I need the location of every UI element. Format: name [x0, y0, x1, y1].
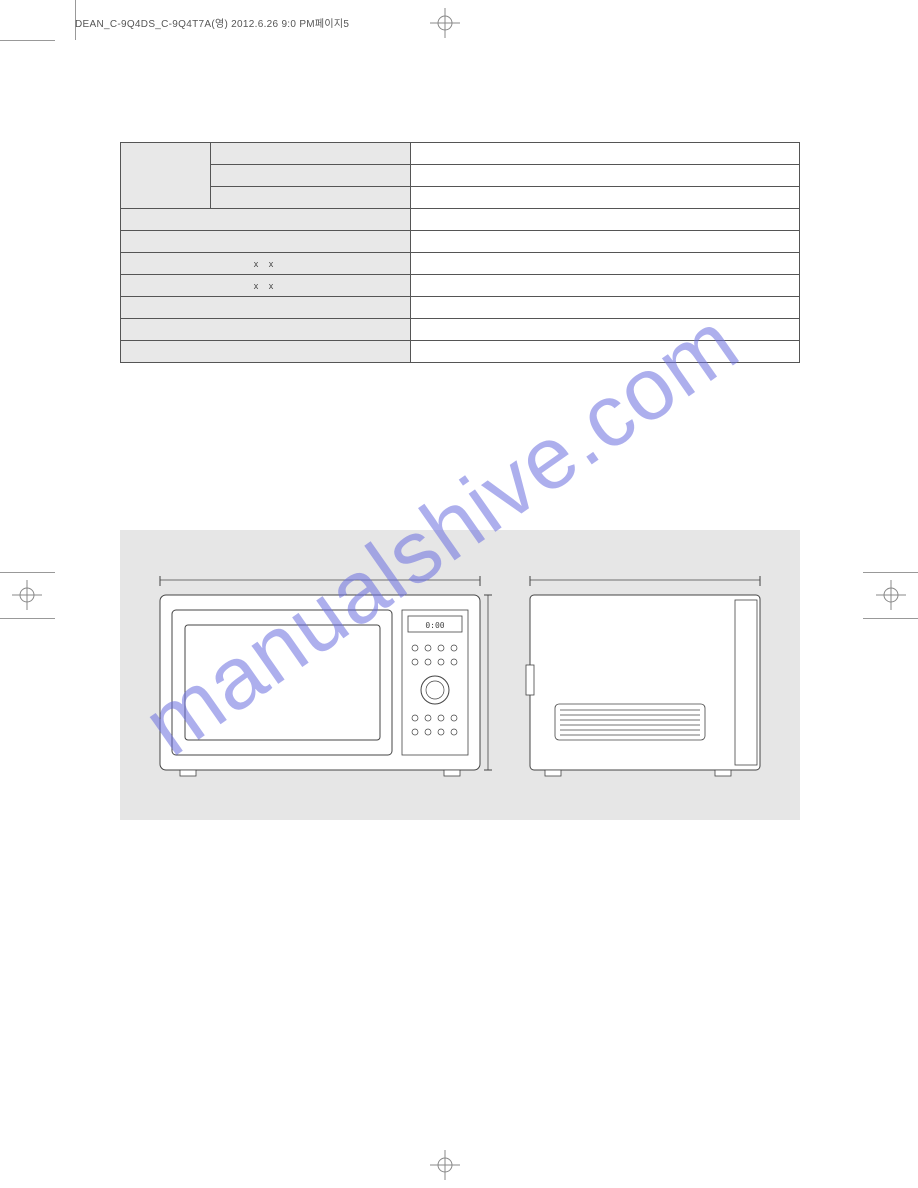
table-row: x x — [121, 253, 800, 275]
table-cell-label — [121, 231, 411, 253]
table-cell-value — [411, 341, 800, 363]
dimension-diagram-panel: 0:00 — [120, 530, 800, 820]
table-cell-value — [411, 319, 800, 341]
table-cell-group — [121, 143, 211, 209]
crop-mark-ml-h1 — [0, 572, 55, 573]
table-cell-value — [411, 297, 800, 319]
table-row — [121, 341, 800, 363]
crop-mark-ml-h2 — [0, 618, 55, 619]
table-cell-value — [411, 275, 800, 297]
table-row: x x — [121, 275, 800, 297]
table-cell-label — [121, 209, 411, 231]
table-row — [121, 319, 800, 341]
table-row — [121, 297, 800, 319]
table-cell-label — [211, 187, 411, 209]
table-cell-value — [411, 165, 800, 187]
table-row — [121, 143, 800, 165]
table-cell-label — [121, 297, 411, 319]
crop-mark-tl-h — [0, 40, 55, 41]
table-row — [121, 231, 800, 253]
table-cell-value — [411, 143, 800, 165]
table-cell-label: x x — [121, 275, 411, 297]
table-cell-label — [121, 319, 411, 341]
table-cell-value — [411, 209, 800, 231]
table-cell-value — [411, 187, 800, 209]
table-cell-value — [411, 231, 800, 253]
page-header-filename: DEAN_C-9Q4DS_C-9Q4T7A(영) 2012.6.26 9:0 P… — [75, 15, 349, 30]
table-cell-label: x x — [121, 253, 411, 275]
svg-text:0:00: 0:00 — [425, 621, 444, 630]
table-cell-label — [211, 165, 411, 187]
registration-mark-bottom — [430, 1150, 460, 1180]
table-cell-label — [121, 341, 411, 363]
crop-mark-mr-h1 — [863, 572, 918, 573]
table-row — [121, 165, 800, 187]
table-row — [121, 187, 800, 209]
microwave-front-view: 0:00 — [150, 570, 500, 785]
crop-mark-mr-h2 — [863, 618, 918, 619]
registration-mark-left — [12, 580, 42, 610]
table-cell-label — [211, 143, 411, 165]
table-cell-value — [411, 253, 800, 275]
spec-table: x x x x — [120, 142, 800, 363]
registration-mark-top — [430, 8, 460, 38]
microwave-side-view — [520, 570, 780, 785]
table-row — [121, 209, 800, 231]
registration-mark-right — [876, 580, 906, 610]
